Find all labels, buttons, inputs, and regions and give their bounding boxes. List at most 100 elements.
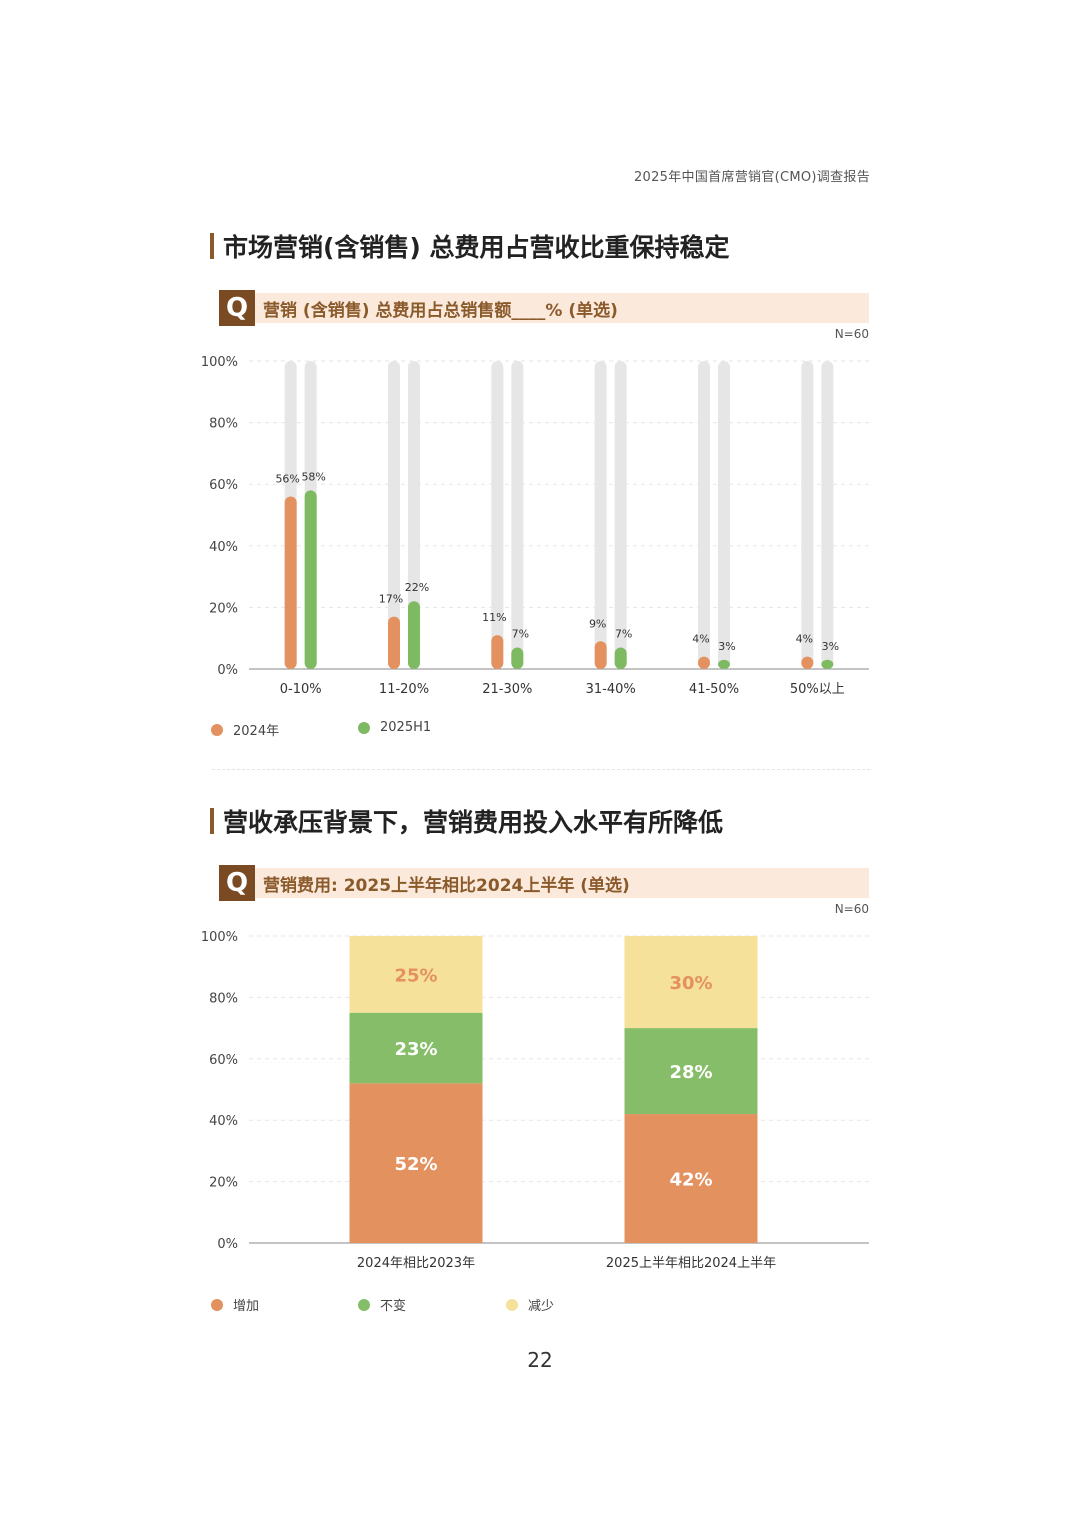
stacked-bar-segment — [624, 936, 758, 1029]
bar-track — [511, 361, 524, 669]
bar-track — [718, 361, 730, 669]
legend-dot-yellow — [506, 1298, 518, 1311]
y-tick-label: 60% — [209, 1053, 238, 1068]
legend-label: 增加 — [233, 1299, 260, 1314]
y-tick-label: 80% — [209, 417, 238, 432]
section1-legend-item-2: 2025H1 — [358, 720, 431, 735]
section1-title: 市场营销(含销售) 总费用占营收比重保持稳定 — [210, 228, 730, 264]
data-label: 23% — [394, 1039, 437, 1060]
y-tick-label: 100% — [201, 355, 238, 370]
legend-dot-orange — [211, 1298, 223, 1311]
q-icon: Q — [219, 865, 255, 901]
data-label: 52% — [394, 1154, 437, 1175]
legend-dot-orange — [211, 723, 223, 736]
y-tick-label: 100% — [201, 930, 238, 945]
legend-dot-green — [358, 721, 370, 734]
section1-legend-item-1: 2024年 — [211, 720, 279, 739]
x-tick-label: 31-40% — [586, 682, 636, 697]
bar — [594, 641, 607, 669]
section2-question: 营销费用: 2025上半年相比2024上半年 (单选) — [263, 875, 630, 896]
bar-track — [594, 361, 607, 669]
data-label: 3% — [718, 640, 735, 653]
stacked-bar-segment — [349, 936, 483, 1013]
bar — [284, 496, 297, 669]
data-label: 58% — [301, 470, 325, 483]
legend-label: 2025H1 — [380, 720, 432, 735]
report-header: 2025年中国首席营销官(CMO)调查报告 — [633, 170, 870, 185]
data-label: 9% — [589, 617, 606, 630]
y-tick-label: 60% — [209, 478, 238, 493]
section2-legend-item-1: 增加 — [211, 1295, 259, 1314]
y-tick-label: 20% — [209, 601, 238, 616]
x-tick-label: 0-10% — [280, 682, 322, 697]
legend-label: 2024年 — [233, 724, 280, 739]
page-number: 22 — [527, 1348, 553, 1372]
q-icon: Q — [219, 290, 255, 326]
data-label: 42% — [669, 1170, 712, 1191]
title-accent-bar — [210, 808, 214, 834]
section1-title-text: 市场营销(含销售) 总费用占营收比重保持稳定 — [223, 233, 730, 262]
section1-question: 营销 (含销售) 总费用占总销售额____% (单选) — [263, 300, 618, 321]
section2-title: 营收承压背景下，营销费用投入水平有所降低 — [210, 803, 723, 839]
section2-legend-item-2: 不变 — [358, 1295, 406, 1314]
bar-track — [388, 361, 400, 669]
data-label: 4% — [692, 633, 709, 646]
data-label: 7% — [615, 627, 632, 640]
bar-track — [614, 361, 627, 669]
bar-track — [491, 361, 504, 669]
section-divider — [212, 769, 870, 770]
section2-question-banner: Q 营销费用: 2025上半年相比2024上半年 (单选) — [219, 865, 869, 901]
x-tick-label: 21-30% — [482, 682, 532, 697]
stacked-bar-segment — [349, 1012, 483, 1084]
bar — [304, 490, 317, 669]
x-tick-label: 2025上半年相比2024上半年 — [606, 1256, 776, 1271]
data-label: 3% — [822, 640, 839, 653]
section1-question-banner: Q 营销 (含销售) 总费用占总销售额____% (单选) — [219, 290, 869, 326]
legend-label: 不变 — [380, 1299, 407, 1314]
x-tick-label: 11-20% — [379, 682, 429, 697]
bar-track — [698, 361, 710, 669]
data-label: 22% — [405, 581, 429, 594]
legend-label: 减少 — [528, 1299, 555, 1314]
bar — [388, 616, 400, 669]
x-tick-label: 50%以上 — [790, 682, 845, 697]
y-tick-label: 40% — [209, 540, 238, 555]
chart-2-svg: 0% 20% 40% 60% 80% 100% 52% 23% 25% 2024年相比2023年 4… — [201, 930, 869, 1271]
chart-1-svg: 0% 20% 40% 60% 80% 100% 56% 58% 0-10% 17%22% 11-20… — [201, 355, 869, 697]
bar — [614, 647, 627, 669]
y-tick-label: 0% — [217, 663, 238, 678]
data-label: 11% — [482, 611, 506, 624]
stacked-bar-segment — [624, 1028, 758, 1115]
data-label: 28% — [669, 1062, 712, 1083]
section2-legend-item-3: 减少 — [506, 1295, 554, 1314]
bar — [801, 656, 814, 669]
data-label: 25% — [394, 965, 437, 986]
data-label: 7% — [512, 627, 529, 640]
x-tick-label: 2024年相比2023年 — [357, 1256, 475, 1271]
bar-track — [821, 361, 834, 669]
bar-track — [801, 361, 814, 669]
data-label: 30% — [669, 973, 712, 994]
section2-sample-size: N=60 — [834, 902, 869, 916]
bar — [408, 601, 420, 669]
y-tick-label: 80% — [209, 991, 238, 1006]
data-label: 17% — [379, 593, 403, 606]
bar — [511, 647, 524, 669]
data-label: 56% — [275, 473, 299, 486]
section1-sample-size: N=60 — [834, 327, 869, 341]
x-tick-label: 41-50% — [689, 682, 739, 697]
y-tick-label: 20% — [209, 1176, 238, 1191]
legend-dot-green — [358, 1298, 370, 1311]
data-label: 4% — [796, 633, 813, 646]
section2-title-text: 营收承压背景下，营销费用投入水平有所降低 — [223, 808, 724, 837]
stacked-bar-segment — [624, 1114, 758, 1243]
bar — [821, 659, 834, 669]
y-tick-label: 40% — [209, 1114, 238, 1129]
bar — [491, 635, 504, 669]
bar — [718, 659, 730, 669]
y-tick-label: 0% — [217, 1237, 238, 1252]
title-accent-bar — [210, 233, 214, 259]
bar-track — [408, 361, 420, 669]
stacked-bar-segment — [349, 1083, 483, 1243]
bar — [698, 656, 710, 669]
